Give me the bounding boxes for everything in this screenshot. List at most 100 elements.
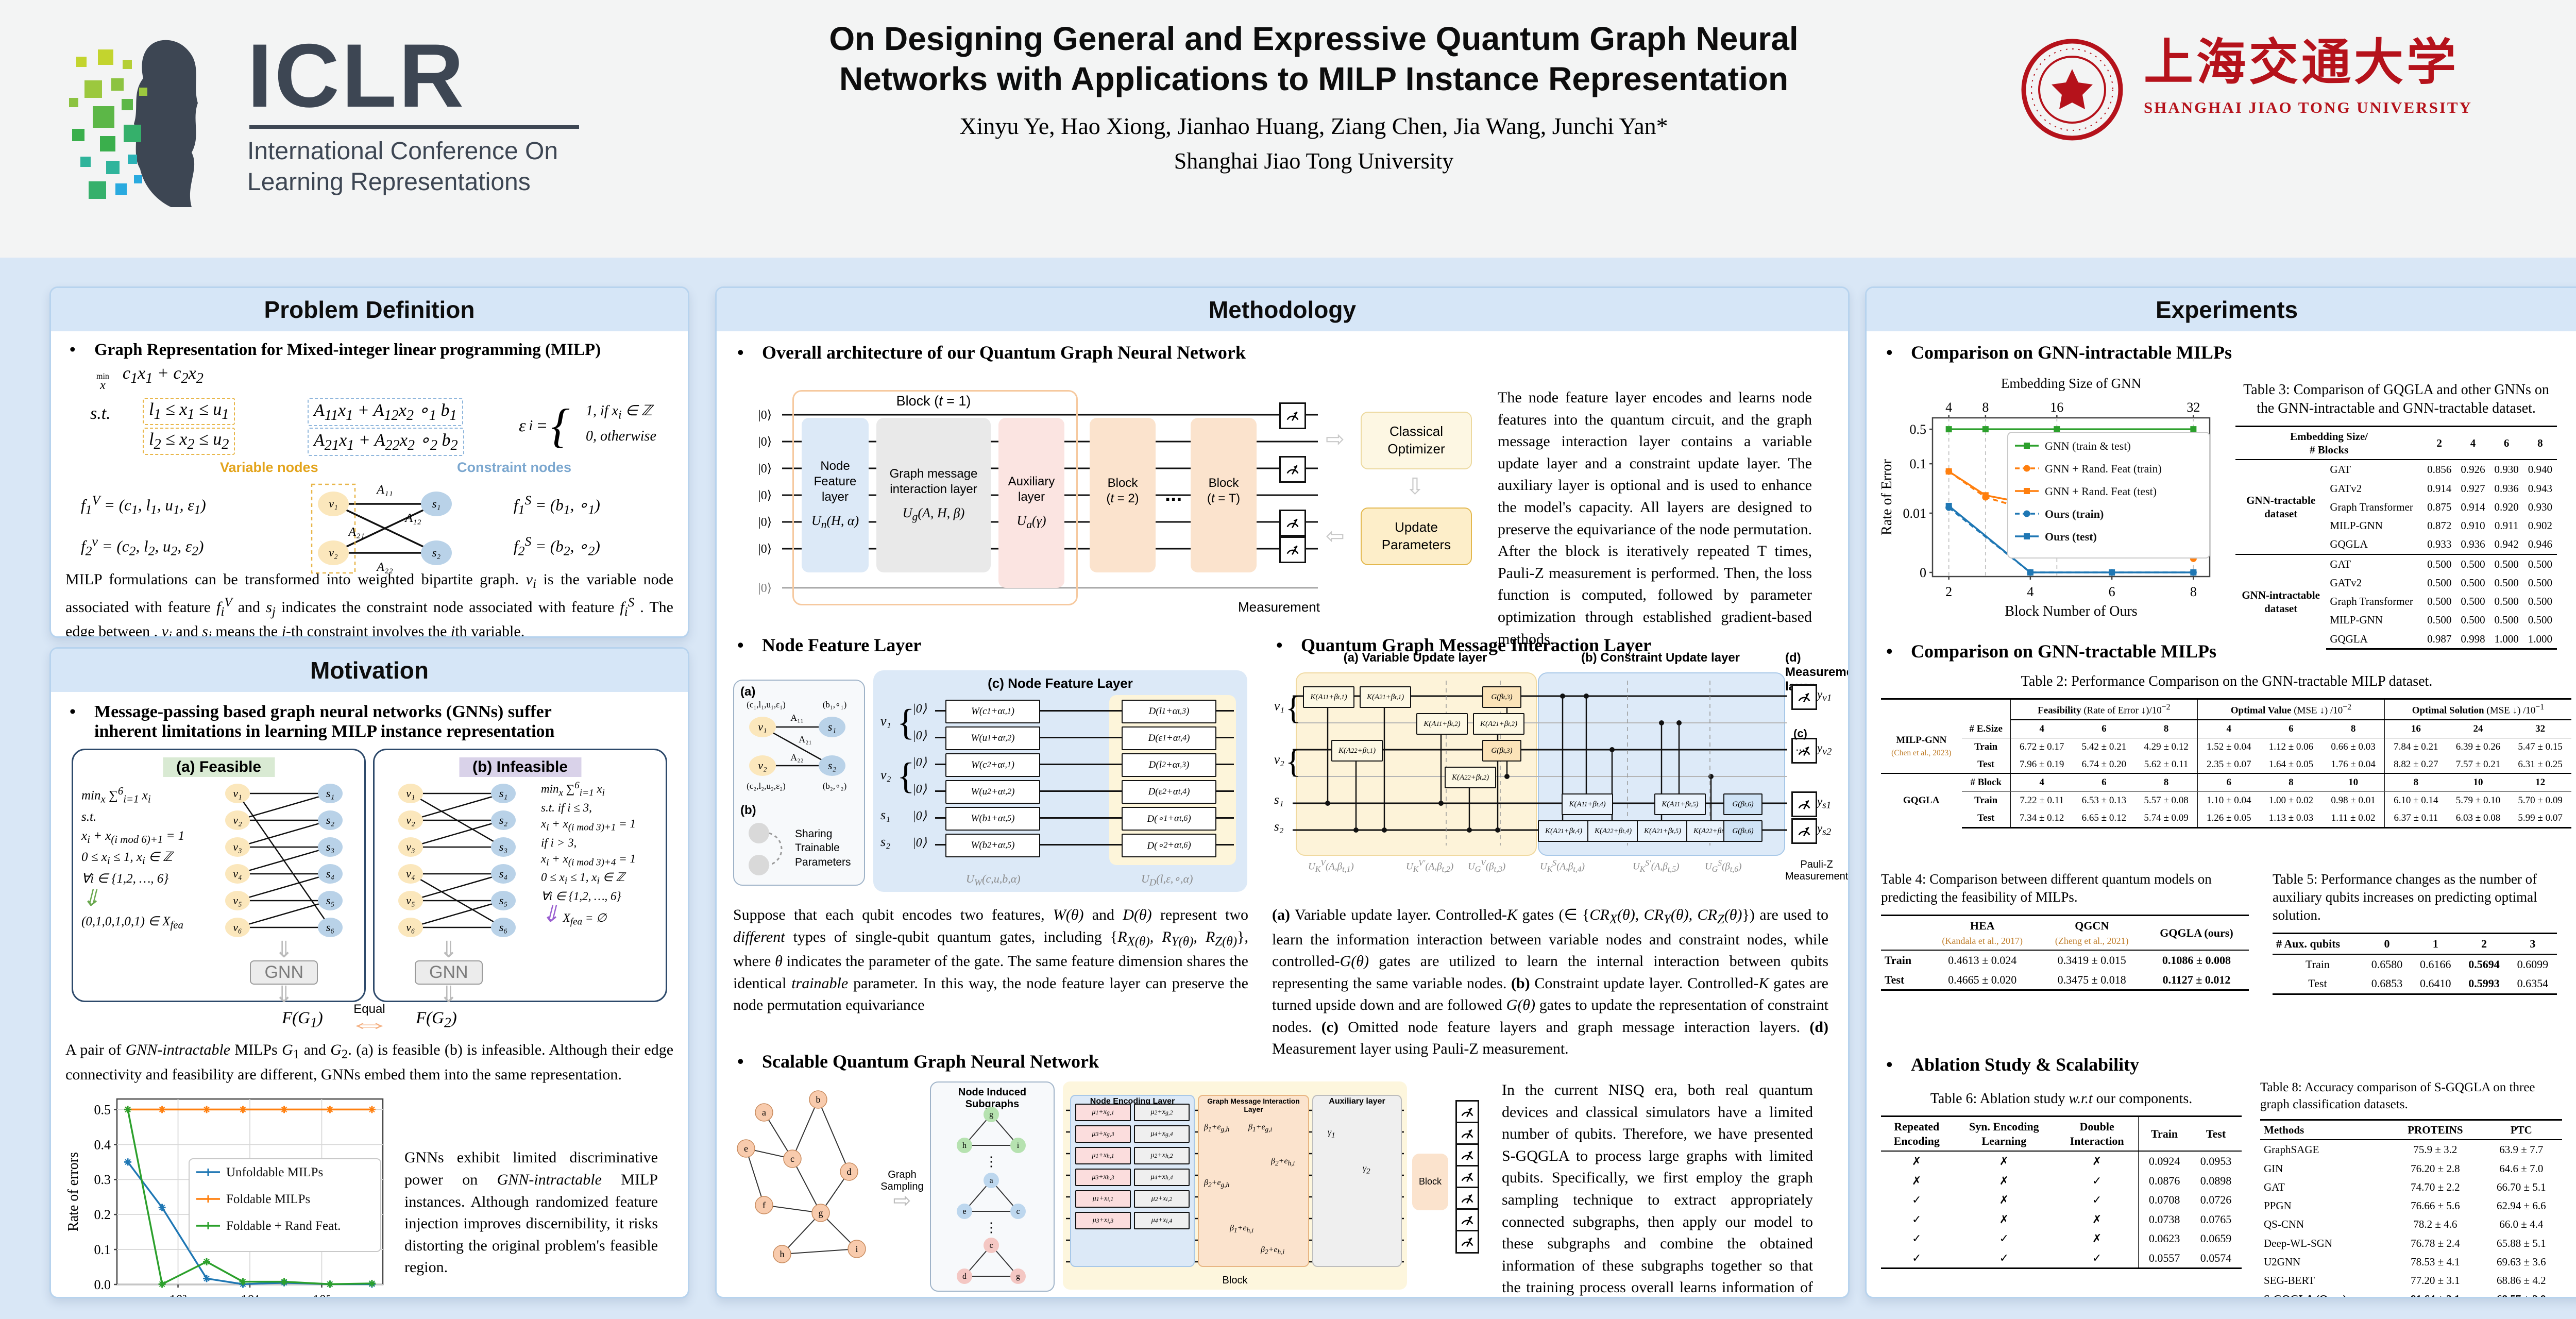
table-row: GNN-intractable dataset GAT 0.500 0.500 0.500…	[2235, 553, 2557, 649]
table4-block: Table 4: Comparison between different qu…	[1881, 870, 2249, 991]
table3-title: Table 3: Comparison of GQGLA and other G…	[2243, 382, 2549, 417]
svg-text:0.3: 0.3	[94, 1172, 111, 1187]
wire-brace: {	[1285, 689, 1301, 726]
data-table: Methods PROTEINS PTC GraphSAGE 75.9 ± 3.2 63.…	[2260, 1119, 2562, 1297]
table4-header: HEA (Kandala et al., 2017) QGCN (Zheng et a…	[1881, 915, 2249, 951]
graph-node	[225, 810, 250, 830]
svg-text:e: e	[744, 1143, 748, 1154]
graph-node	[819, 717, 845, 737]
svg-text:|0⟩: |0⟩	[758, 516, 772, 529]
graph-node	[318, 918, 343, 937]
next-block-box: Block	[1412, 1154, 1448, 1210]
meth-para-scalable: In the current NISQ era, both real quant…	[1502, 1081, 1813, 1296]
measurement-gauge-icon	[1791, 818, 1817, 844]
exp-bullet-intractable: Comparison on GNN-intractable MILPs	[1882, 342, 2232, 363]
svg-text:A₁₁: A₁₁	[376, 483, 393, 497]
table4-title: Table 4: Comparison between different qu…	[1881, 871, 2212, 905]
table-row: GNN-tractable dataset GAT 0.856 0.926 0.930 0.…	[2246, 463, 2552, 520]
auxiliary-label: Auxiliary layer	[1329, 1097, 1385, 1106]
encoding-gate: μ 3 +x g,3	[1075, 1125, 1131, 1143]
section-title-experiments: Experiments	[1867, 288, 2576, 331]
svg-text:16: 16	[2050, 400, 2063, 415]
graph-node	[318, 891, 343, 910]
gate-k: K(A 11 +β t,5)	[1654, 793, 1706, 815]
output-label: ys2	[1817, 822, 1832, 838]
svg-text:0: 0	[1920, 565, 1926, 580]
table-row: GATv2 0.914 0.927 0.936 0.943	[2330, 482, 2552, 495]
measurement-gauge-icon	[1279, 536, 1306, 563]
node-encoding-layer-box: Node Encoding Layer μ 1 +x g,1 μ 2 +x g,2 μ 3 +x g,3…	[1070, 1095, 1195, 1267]
sq-auxiliary-box: Auxiliary layer γ1 γ2	[1312, 1095, 1402, 1267]
gate-k: K(A 22 +β t,2)	[1445, 767, 1496, 788]
table-row: Test 0.6853 0.6410 0.5993 0.6354	[2273, 974, 2557, 995]
encoding-gate: μ 2 +x h,2	[1134, 1147, 1190, 1164]
update-parameters-box: Update Parameters	[1361, 508, 1472, 565]
gnn-box: ⇓ GNN ⇓	[250, 939, 318, 1006]
svg-text:8: 8	[1982, 400, 1989, 415]
data-table: Embedding Size/# Blocks 2 4 6 8 GNN-tractable…	[2235, 425, 2557, 650]
graph-node	[318, 837, 343, 857]
sharing-params-icon	[749, 823, 783, 875]
svg-text:c: c	[790, 1154, 794, 1164]
pd-bounds-2: l2 ≤ x2 ≤ u2	[143, 428, 235, 455]
node-feature-layer-figure: (a) (c₁,l₁,u₁,ε₁) (b₁,∘₁) v₁ s₁ v₂ s₂ A₁₁ A₂₁ A₂₂…	[733, 665, 1248, 895]
graph-node	[225, 837, 250, 857]
table-row: GIN 76.20 ± 2.8 64.6 ± 7.0	[2264, 1162, 2544, 1175]
gate-k: K(A 21 +β t,4)	[1538, 820, 1589, 842]
encoding-gate: μ 4 +x i,4	[1134, 1212, 1190, 1229]
pd-st: s.t.	[90, 404, 111, 423]
graph-node	[225, 864, 250, 884]
svg-text:f: f	[762, 1200, 766, 1210]
svg-text:v₁: v₁	[329, 497, 337, 510]
graph-node	[398, 891, 423, 910]
table3-block: Table 3: Comparison of GQGLA and other G…	[2235, 381, 2557, 650]
graph-node	[749, 755, 776, 776]
svg-text:0.5: 0.5	[1910, 422, 1927, 437]
svg-text:v₂: v₂	[233, 814, 242, 826]
gate-k: K(A 22 +β t,4)	[1587, 820, 1639, 842]
pd-fv1: f1V = (c1, l1, u1, ε1)	[81, 493, 206, 517]
motivation-heading: • Message-passing based graph neural net…	[70, 702, 555, 741]
motivation-figure: (a) Feasible minx ∑6i=1 xi s.t. xi + x(i mo…	[65, 749, 673, 1037]
svg-text:c: c	[1016, 1207, 1020, 1216]
pd-bounds-1: l1 ≤ x1 ≤ u1	[143, 398, 235, 425]
svg-text:|0⟩: |0⟩	[758, 409, 772, 422]
svg-text:⋮: ⋮	[985, 1154, 998, 1169]
table-row: Train 0.4613 ± 0.024 0.3419 ± 0.015 0.1086 …	[1885, 954, 2231, 967]
pd-fs2: f2S = (b2, ∘2)	[514, 534, 600, 559]
graph-node	[398, 837, 423, 857]
blocks-ellipsis: ...	[1165, 483, 1182, 505]
motivation-side-text: GNNs exhibit limited discriminative powe…	[404, 1149, 658, 1276]
svg-text:v₂: v₂	[406, 814, 415, 826]
title-line-2: Networks with Applications to MILP Insta…	[839, 60, 1789, 98]
pd-constraint-nodes-label: Constraint nodes	[457, 460, 572, 475]
svg-text:v₄: v₄	[233, 867, 242, 880]
interaction-term: β2+eh,i	[1271, 1157, 1295, 1168]
svg-text:|0⟩: |0⟩	[758, 582, 772, 595]
svg-text:(b₂,∘₂): (b₂,∘₂)	[823, 781, 847, 791]
infeasible-label: (b) Infeasible	[459, 757, 582, 777]
svg-text:e: e	[962, 1207, 966, 1216]
measurement-gauge-icon	[1455, 1122, 1479, 1145]
svg-text:d: d	[962, 1272, 967, 1281]
qubit-group-label: s₂	[880, 834, 891, 849]
sjtu-seal-icon	[2021, 39, 2123, 141]
svg-text:v₂: v₂	[758, 759, 767, 772]
table2-test-row: Test 7.96 ± 0.19 6.74 ± 0.20 5.62 ± 0.11 2.3…	[1881, 755, 2571, 774]
gate-d: D(ε 1 +α t,4)	[1122, 726, 1216, 750]
gate-w: W(c 1 +α t,1)	[945, 700, 1040, 723]
uw-label: UW(c,u,b,α)	[966, 872, 1021, 888]
table-row: Train 0.6580 0.6166 0.5694 0.6099	[2305, 957, 2549, 971]
table-row: Test 0.4665 ± 0.020 0.3475 ± 0.018 0.1127 ±…	[1881, 970, 2249, 991]
table-row: S-GQGLA (Ours)91.64 ± 3.168.57 ± 2.9	[2260, 1290, 2562, 1297]
table2-size-row: MILP-GNN (Chen et al., 2023) # E.Size 4 6 8 4 6…	[1881, 720, 2571, 757]
svg-text:v₁: v₁	[406, 787, 415, 800]
wire-label: s₂	[1274, 820, 1284, 834]
exp-bullet-tractable: Comparison on GNN-tractable MILPs	[1882, 640, 2216, 662]
svg-text:|0⟩: |0⟩	[758, 462, 772, 476]
ket-label: |0⟩	[912, 809, 927, 823]
output-label: yv2	[1817, 741, 1832, 757]
table-row: GQGLA 0.933 0.936 0.942 0.946	[2330, 538, 2552, 551]
graph-node	[491, 784, 516, 803]
